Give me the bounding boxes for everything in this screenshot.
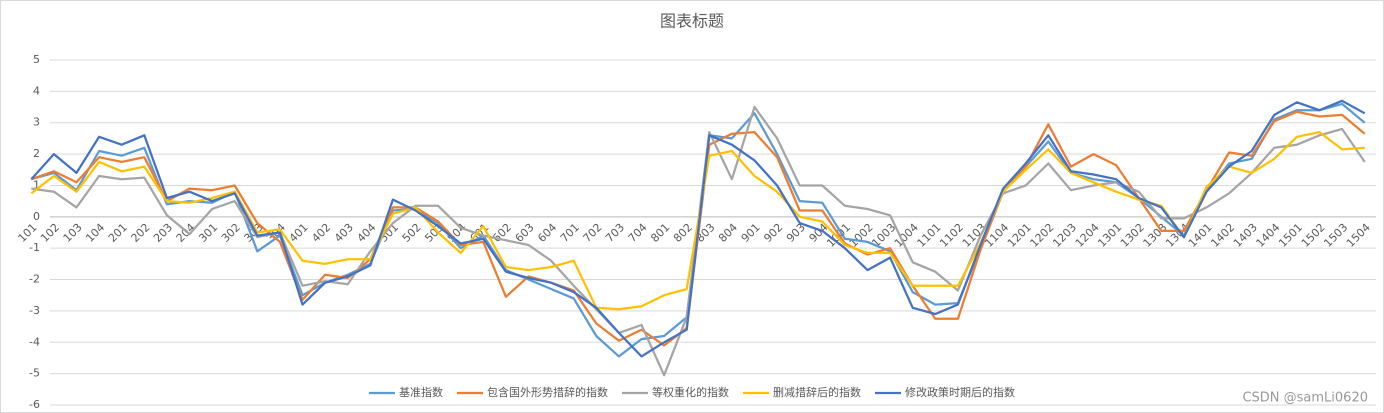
y-tick-label: -4 [29, 335, 40, 348]
legend-label: 包含国外形势措辞的指数 [487, 385, 608, 399]
y-tick-label: 0 [33, 210, 40, 223]
y-tick-label: -1 [29, 241, 40, 254]
legend: 基准指数 包含国外形势措辞的指数 等权重化的指数 删减措辞后的指数 修改政策时期后的指数 [369, 385, 1015, 399]
y-tick-label: 4 [33, 84, 40, 97]
chart-title: 图表标题 [660, 12, 724, 31]
legend-label: 修改政策时期后的指数 [905, 385, 1015, 399]
y-tick-label: -6 [29, 398, 40, 411]
watermark: CSDN @samLi0620 [1242, 391, 1368, 406]
legend-label: 删减措辞后的指数 [773, 385, 861, 399]
y-tick-label: 2 [33, 147, 40, 160]
series-line [30, 99, 1366, 358]
y-tick-label: -2 [29, 273, 40, 286]
y-tick-label: 5 [33, 53, 40, 66]
y-tick-label: 3 [33, 116, 40, 129]
y-tick-label: -3 [29, 304, 40, 317]
legend-label: 基准指数 [399, 385, 443, 399]
y-tick-label: 1 [33, 178, 40, 191]
y-tick-label: -5 [29, 367, 40, 380]
legend-label: 等权重化的指数 [652, 385, 729, 399]
